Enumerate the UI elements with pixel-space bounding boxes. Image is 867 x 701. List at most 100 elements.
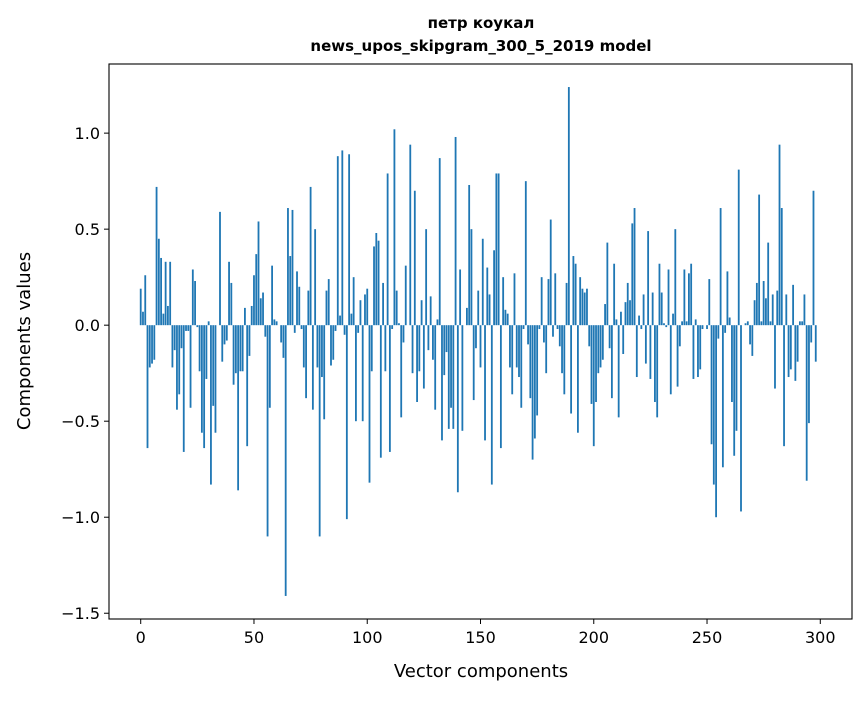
bar-component-32 (212, 325, 214, 406)
bar-component-66 (289, 256, 291, 325)
bar-component-12 (167, 306, 169, 325)
bar-component-113 (396, 291, 398, 326)
bar-component-183 (554, 273, 556, 325)
bar-component-148 (475, 325, 477, 348)
bar-component-192 (575, 264, 577, 325)
bar-component-86 (335, 325, 337, 331)
bar-component-152 (484, 325, 486, 440)
bar-component-257 (722, 325, 724, 467)
bar-component-145 (468, 185, 470, 325)
y-tick-label: 1.0 (75, 124, 100, 143)
y-tick-label: 0.0 (75, 316, 100, 335)
y-axis-ticks: −1.5−1.0−0.50.00.51.0 (61, 124, 109, 623)
bar-component-251 (708, 279, 710, 325)
bar-component-158 (498, 173, 500, 325)
bar-component-102 (371, 325, 373, 371)
bar-component-30 (208, 321, 210, 325)
bar-component-264 (738, 170, 740, 326)
x-tick-label: 50 (244, 628, 264, 647)
bar-component-29 (206, 325, 208, 379)
bar-component-64 (285, 325, 287, 596)
bar-component-191 (572, 256, 574, 325)
bar-component-62 (280, 325, 282, 342)
bar-component-96 (357, 325, 359, 333)
bar-component-97 (360, 300, 362, 325)
bar-component-243 (690, 264, 692, 325)
y-axis-label: Components values (14, 252, 35, 430)
bar-component-57 (269, 325, 271, 408)
bar-component-272 (756, 283, 758, 325)
bar-component-115 (400, 325, 402, 417)
bar-component-296 (810, 325, 812, 342)
bar-component-170 (525, 181, 527, 325)
bar-component-162 (507, 314, 509, 326)
bar-component-297 (813, 191, 815, 325)
bar-component-15 (174, 325, 176, 350)
bar-component-261 (731, 325, 733, 402)
bar-component-1 (142, 312, 144, 325)
bar-component-255 (717, 325, 719, 338)
bar-component-51 (255, 254, 257, 325)
bar-component-58 (271, 266, 273, 326)
bar-component-207 (609, 325, 611, 348)
bar-component-275 (763, 281, 765, 325)
bar-component-130 (434, 325, 436, 410)
bar-component-215 (627, 283, 629, 325)
bar-component-82 (326, 291, 328, 326)
bar-component-9 (160, 258, 162, 325)
bar-component-114 (398, 323, 400, 325)
bar-component-234 (670, 325, 672, 394)
bar-component-72 (303, 325, 305, 367)
bar-component-248 (702, 325, 704, 329)
bar-component-28 (203, 325, 205, 448)
chart-title: петр коукал (428, 14, 535, 32)
bar-component-108 (384, 325, 386, 371)
bar-component-77 (314, 229, 316, 325)
bar-component-256 (720, 208, 722, 325)
y-tick-label: −0.5 (61, 412, 100, 431)
bar-component-217 (631, 223, 633, 325)
bar-component-111 (391, 325, 393, 329)
bar-component-74 (307, 291, 309, 326)
bar-component-132 (439, 158, 441, 325)
bar-component-68 (294, 325, 296, 333)
bar-component-5 (151, 325, 153, 363)
bar-component-23 (192, 269, 194, 325)
bar-component-175 (536, 325, 538, 415)
bar-component-19 (183, 325, 185, 452)
bar-component-37 (224, 325, 226, 344)
bar-component-48 (249, 325, 251, 356)
bar-component-89 (341, 150, 343, 325)
bar-component-21 (187, 325, 189, 331)
bar-component-179 (545, 325, 547, 373)
bar-component-4 (149, 325, 151, 367)
bar-component-110 (389, 325, 391, 452)
bar-component-45 (242, 325, 244, 371)
bar-component-101 (369, 325, 371, 482)
bar-component-218 (634, 208, 636, 325)
bar-component-200 (593, 325, 595, 446)
bar-component-40 (230, 283, 232, 325)
bar-component-46 (244, 308, 246, 325)
bar-component-153 (486, 268, 488, 326)
bar-component-214 (625, 302, 627, 325)
bar-component-188 (566, 283, 568, 325)
bar-component-103 (373, 246, 375, 325)
bar-component-91 (346, 325, 348, 519)
bar-component-285 (785, 294, 787, 325)
bar-component-280 (774, 325, 776, 388)
bar-component-178 (543, 325, 545, 342)
bar-component-288 (792, 285, 794, 325)
bar-component-236 (674, 229, 676, 325)
bar-component-35 (219, 212, 221, 325)
bar-component-84 (330, 325, 332, 365)
bar-component-27 (201, 325, 203, 433)
bar-component-71 (301, 325, 303, 329)
bar-component-123 (418, 325, 420, 371)
bar-component-73 (305, 325, 307, 398)
bar-component-49 (251, 306, 253, 325)
bar-component-112 (394, 129, 396, 325)
bar-component-134 (443, 325, 445, 375)
